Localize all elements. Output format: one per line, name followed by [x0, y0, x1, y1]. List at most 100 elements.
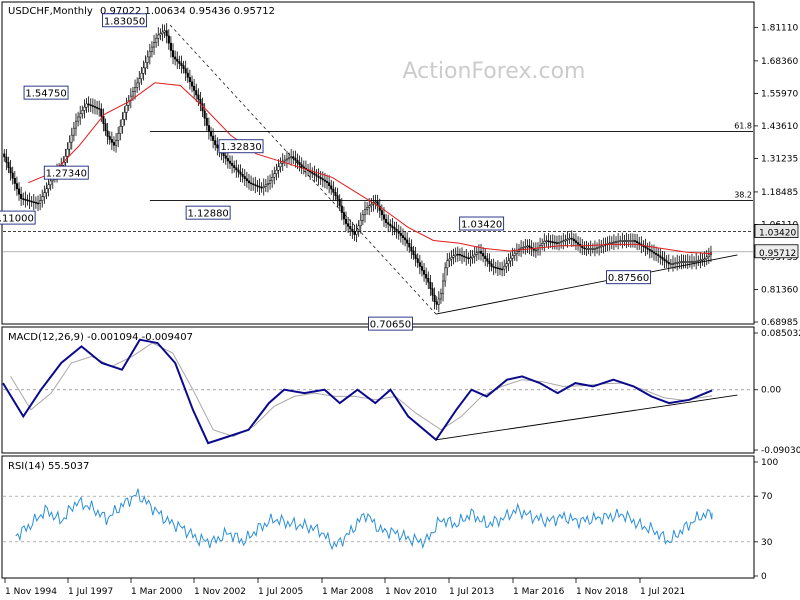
candle-body: [697, 260, 700, 262]
candle-body: [570, 237, 573, 240]
price-annotation-box: [102, 13, 148, 28]
candle-body: [705, 256, 708, 260]
candle-body: [169, 42, 172, 51]
candle-body: [70, 134, 73, 143]
price-annotation-box: [43, 165, 89, 180]
candle-body: [146, 56, 149, 63]
candle-body: [264, 184, 267, 187]
candle-body: [423, 270, 426, 275]
macd-axis-label: 0.085032: [761, 329, 800, 339]
candle-body: [233, 165, 236, 168]
candle-body: [678, 261, 681, 264]
rsi-axis-label: 100: [761, 458, 778, 468]
candle-body: [492, 266, 495, 268]
price-annotation-box: [185, 205, 231, 220]
candle-body: [631, 240, 634, 242]
candle-body: [205, 117, 208, 126]
candle-body: [501, 268, 504, 271]
candle-body: [707, 254, 710, 258]
candle-body: [429, 281, 432, 289]
candle-body: [347, 223, 350, 227]
candle-body: [285, 158, 288, 161]
candle-body: [222, 152, 225, 157]
time-axis-label: 1 Jul 1997: [68, 587, 113, 597]
moving-average-line: [28, 82, 713, 255]
candle-body: [328, 182, 331, 187]
candle-body: [277, 166, 280, 171]
rsi-label: RSI(14) 55.5037: [8, 461, 89, 472]
candle-body: [100, 108, 103, 117]
candle-body: [342, 212, 345, 220]
candle-body: [608, 242, 611, 245]
candle-body: [549, 240, 552, 243]
candle-body: [258, 186, 261, 188]
price-axis-label: 1.81110: [761, 23, 798, 33]
candle-body: [108, 136, 111, 140]
candle-body: [294, 157, 297, 161]
candle-body: [397, 230, 400, 234]
candle-body: [395, 228, 398, 232]
candle-body: [534, 249, 537, 252]
candle-body: [600, 245, 603, 248]
candle-body: [106, 130, 109, 137]
candle-body: [520, 247, 523, 250]
candle-body: [425, 274, 428, 279]
price-reference-lines: 61.8 38.2: [3, 121, 753, 253]
candle-body: [444, 267, 447, 282]
candle-body: [619, 240, 622, 242]
candle-body: [87, 103, 90, 106]
candle-body: [460, 254, 464, 257]
candle-body: [528, 245, 531, 248]
candle-body: [340, 205, 343, 213]
candle-body: [574, 240, 577, 243]
candle-body: [558, 242, 561, 244]
candle-body: [235, 167, 238, 171]
candle-body: [598, 246, 601, 249]
candle-body: [382, 214, 386, 220]
candle-body: [562, 240, 565, 243]
candle-body: [239, 171, 242, 175]
candle-body: [161, 31, 164, 34]
candle-body: [663, 258, 666, 261]
candle-body: [577, 242, 580, 245]
candle-body: [378, 205, 381, 211]
candle-body: [119, 126, 122, 134]
candle-body: [484, 255, 487, 259]
price-annotations: 1.83050 1.54750 1.27340 1.11000 1.32830 1.128…: [0, 13, 651, 331]
candle-body: [93, 106, 97, 108]
time-axis-label: 1 Jul 2013: [449, 587, 494, 597]
candle-body: [361, 214, 364, 221]
candle-body: [159, 33, 162, 36]
candle-body: [266, 183, 270, 186]
price-annotation-box: [218, 139, 264, 154]
candle-body: [633, 240, 637, 242]
candle-body: [482, 253, 485, 257]
price-axis-label: 1.43610: [761, 122, 798, 132]
candle-body: [686, 261, 689, 263]
candle-body: [389, 224, 392, 227]
candle-body: [366, 207, 369, 210]
candle-body: [513, 253, 516, 256]
candle-body: [414, 254, 417, 259]
candle-body: [250, 182, 253, 185]
time-axis-label: 1 Mar 2016: [513, 587, 565, 597]
candle-body: [353, 231, 356, 235]
candle-body: [507, 260, 510, 264]
candle-body: [123, 112, 126, 120]
candle-body: [349, 226, 352, 230]
candle-body: [152, 42, 156, 48]
candle-body: [174, 56, 177, 60]
candle-body: [32, 201, 35, 203]
candle-body: [547, 240, 550, 243]
candle-body: [589, 248, 592, 250]
candle-body: [3, 153, 6, 158]
candle-body: [180, 63, 183, 66]
candle-body: [83, 106, 86, 111]
candle-body: [34, 202, 37, 204]
time-axis-label: 1 Nov 1994: [5, 587, 57, 597]
candle-body: [275, 170, 278, 175]
price-annotation-label: 1.54750: [25, 89, 66, 100]
candle-body: [216, 144, 219, 149]
candle-body: [509, 257, 512, 262]
